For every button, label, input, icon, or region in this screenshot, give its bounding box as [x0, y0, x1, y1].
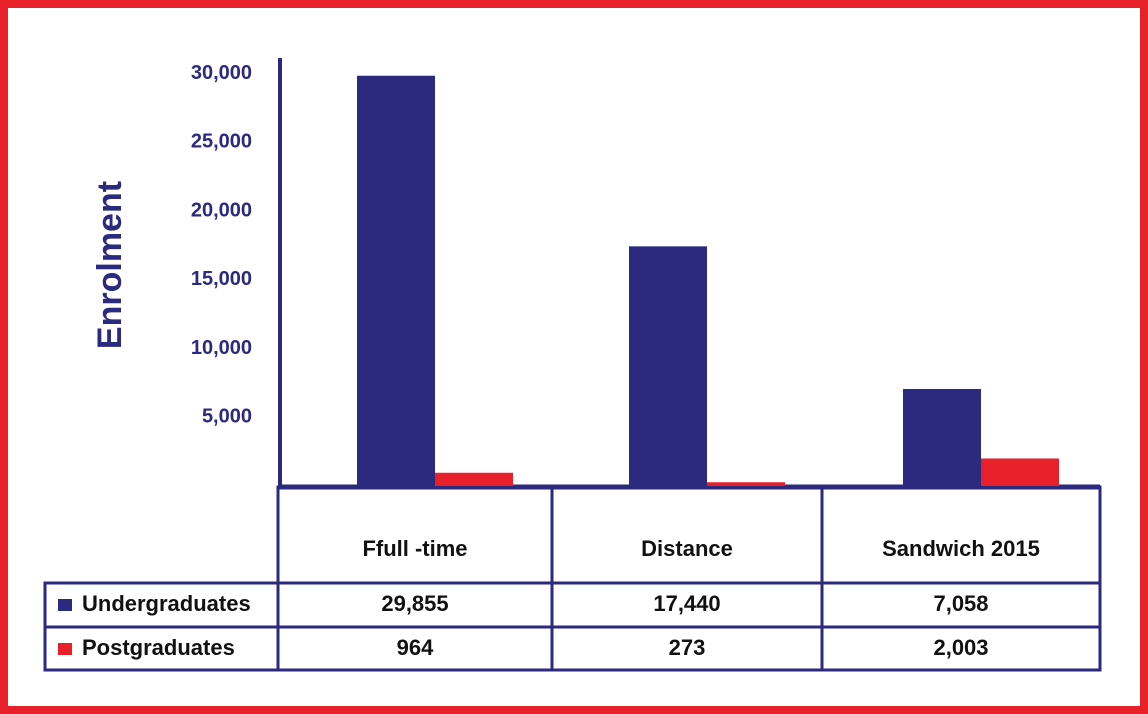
y-tick-label: 20,000	[191, 199, 252, 221]
bar	[629, 246, 707, 486]
table-value: 2,003	[933, 635, 988, 660]
legend-label: Undergraduates	[82, 591, 251, 616]
legend-label: Postgraduates	[82, 635, 235, 660]
y-tick-label: 15,000	[191, 268, 252, 290]
y-axis-label: Enrolment	[91, 181, 129, 349]
x-tick-label: Ffull -time	[362, 536, 467, 561]
x-tick-label: Distance	[641, 536, 733, 561]
y-tick-label: 30,000	[191, 62, 252, 84]
table-value: 964	[397, 635, 434, 660]
table-value: 29,855	[381, 591, 448, 616]
bar	[981, 458, 1059, 486]
table-value: 7,058	[933, 591, 988, 616]
bar	[707, 482, 785, 486]
y-tick-label: 25,000	[191, 131, 252, 153]
bar	[903, 389, 981, 486]
legend-swatch	[58, 599, 72, 611]
y-tick-label: 10,000	[191, 337, 252, 359]
bar	[435, 472, 513, 486]
table-value: 273	[669, 635, 706, 660]
bar	[357, 75, 435, 487]
legend-swatch	[58, 643, 72, 655]
y-tick-label: 5,000	[202, 406, 252, 428]
table-value: 17,440	[653, 591, 720, 616]
x-tick-label: Sandwich 2015	[882, 536, 1040, 561]
